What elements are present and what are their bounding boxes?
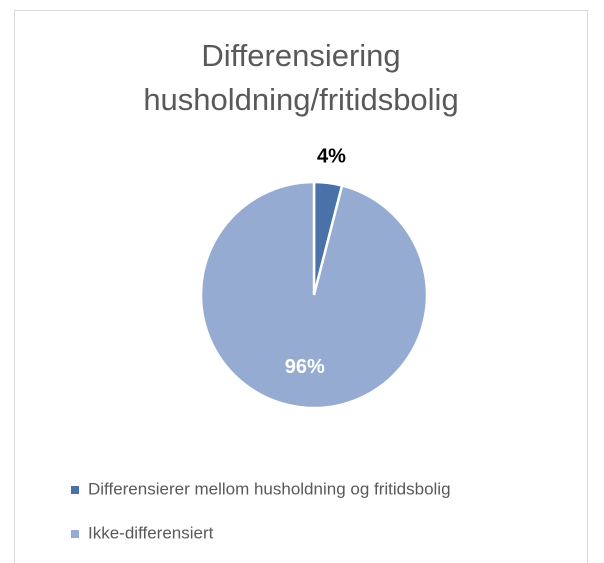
pie-slice <box>199 180 429 410</box>
data-label: 4% <box>317 145 346 167</box>
legend-swatch <box>71 530 79 538</box>
chart-title: Differensiering husholdning/fritidsbolig <box>143 38 459 117</box>
legend-swatch <box>71 486 79 494</box>
data-label: 96% <box>285 356 325 378</box>
legend-label: Differensierer mellom husholdning og fri… <box>88 479 451 498</box>
title-box: Differensiering husholdning/fritidsbolig <box>14 34 588 122</box>
chart-frame <box>14 10 588 563</box>
legend-label: Ikke-differensiert <box>88 523 214 542</box>
